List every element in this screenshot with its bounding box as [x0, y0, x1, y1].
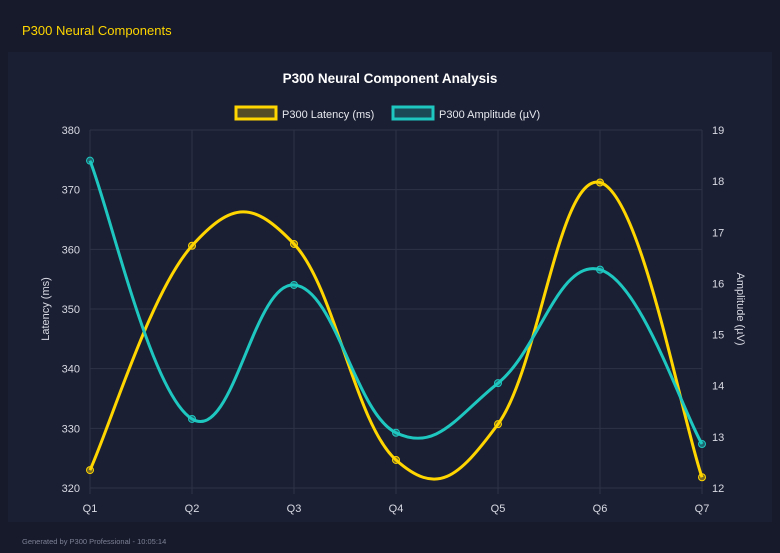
right-axis-label: Amplitude (µV) — [734, 273, 746, 346]
data-point — [290, 280, 298, 289]
data-point — [698, 473, 706, 482]
data-point — [86, 466, 94, 475]
footer-text: Generated by P300 Professional - 10:05:1… — [22, 537, 167, 546]
data-point — [698, 440, 706, 449]
x-tick-label: Q5 — [491, 503, 506, 515]
right-tick-label: 16 — [712, 278, 724, 290]
left-tick-label: 350 — [62, 304, 80, 316]
data-point — [494, 420, 502, 429]
left-tick-label: 380 — [62, 125, 80, 137]
legend-swatch — [234, 105, 278, 121]
x-tick-label: Q6 — [593, 503, 608, 515]
right-tick-label: 17 — [712, 227, 724, 239]
left-tick-label: 330 — [62, 423, 80, 435]
data-point — [596, 178, 604, 187]
data-point — [188, 241, 196, 250]
page-header-title: P300 Neural Components — [22, 23, 172, 38]
x-tick-label: Q4 — [389, 503, 404, 515]
data-point — [86, 156, 94, 165]
left-tick-label: 320 — [62, 483, 80, 495]
data-point — [494, 379, 502, 388]
left-axis-label: Latency (ms) — [40, 277, 52, 341]
series-line — [88, 180, 704, 481]
x-tick-label: Q1 — [83, 503, 98, 515]
data-point — [392, 428, 400, 437]
series-line — [88, 160, 704, 445]
data-point — [290, 239, 298, 248]
right-tick-label: 18 — [712, 176, 724, 188]
legend-label: P300 Latency (ms) — [282, 109, 374, 121]
legend-label: P300 Amplitude (µV) — [439, 109, 540, 121]
chart-title: P300 Neural Component Analysis — [283, 71, 498, 86]
data-point — [392, 455, 400, 464]
right-tick-label: 12 — [712, 483, 724, 495]
x-tick-label: Q7 — [695, 503, 710, 515]
right-tick-label: 14 — [712, 381, 724, 393]
left-tick-label: 340 — [62, 364, 80, 376]
x-tick-label: Q2 — [185, 503, 200, 515]
data-point — [596, 265, 604, 274]
data-point — [188, 414, 196, 423]
left-tick-label: 370 — [62, 185, 80, 197]
right-tick-label: 19 — [712, 125, 724, 137]
x-tick-label: Q3 — [287, 503, 302, 515]
right-tick-label: 13 — [712, 432, 724, 444]
legend-swatch — [391, 105, 435, 121]
left-tick-label: 360 — [62, 244, 80, 256]
right-tick-label: 15 — [712, 330, 724, 342]
